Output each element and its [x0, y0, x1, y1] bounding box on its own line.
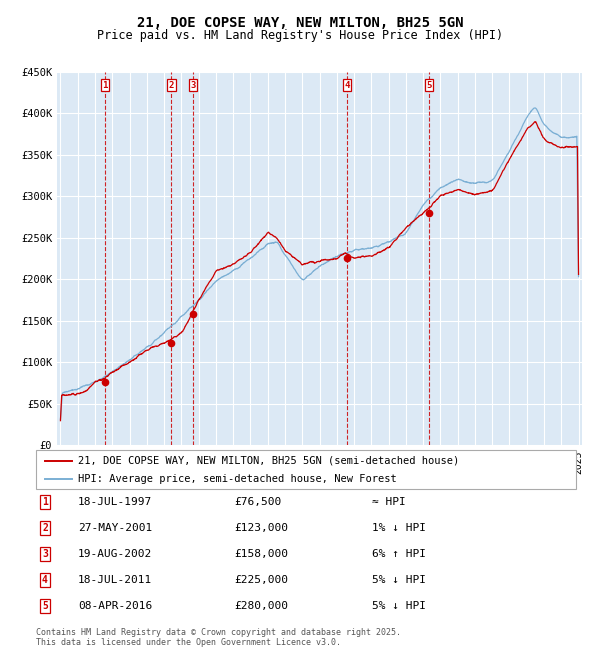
- Text: ≈ HPI: ≈ HPI: [372, 497, 406, 507]
- Text: £280,000: £280,000: [234, 601, 288, 611]
- Text: 19-AUG-2002: 19-AUG-2002: [78, 549, 152, 559]
- Text: Price paid vs. HM Land Registry's House Price Index (HPI): Price paid vs. HM Land Registry's House …: [97, 29, 503, 42]
- Text: 4: 4: [42, 575, 48, 585]
- Text: 21, DOE COPSE WAY, NEW MILTON, BH25 5GN: 21, DOE COPSE WAY, NEW MILTON, BH25 5GN: [137, 16, 463, 31]
- Text: 6% ↑ HPI: 6% ↑ HPI: [372, 549, 426, 559]
- Text: Contains HM Land Registry data © Crown copyright and database right 2025.
This d: Contains HM Land Registry data © Crown c…: [36, 628, 401, 647]
- Text: £225,000: £225,000: [234, 575, 288, 585]
- Text: 5% ↓ HPI: 5% ↓ HPI: [372, 601, 426, 611]
- Text: 08-APR-2016: 08-APR-2016: [78, 601, 152, 611]
- Text: 3: 3: [42, 549, 48, 559]
- Text: 5: 5: [42, 601, 48, 611]
- Text: HPI: Average price, semi-detached house, New Forest: HPI: Average price, semi-detached house,…: [78, 474, 397, 484]
- Text: 2: 2: [42, 523, 48, 533]
- Text: 3: 3: [190, 81, 196, 90]
- Text: 2: 2: [169, 81, 174, 90]
- Text: 1: 1: [42, 497, 48, 507]
- Text: £123,000: £123,000: [234, 523, 288, 533]
- Text: 18-JUL-1997: 18-JUL-1997: [78, 497, 152, 507]
- Text: £76,500: £76,500: [234, 497, 281, 507]
- Text: 18-JUL-2011: 18-JUL-2011: [78, 575, 152, 585]
- Text: 21, DOE COPSE WAY, NEW MILTON, BH25 5GN (semi-detached house): 21, DOE COPSE WAY, NEW MILTON, BH25 5GN …: [78, 456, 459, 465]
- Text: 5% ↓ HPI: 5% ↓ HPI: [372, 575, 426, 585]
- Text: 27-MAY-2001: 27-MAY-2001: [78, 523, 152, 533]
- Text: 1: 1: [103, 81, 108, 90]
- Text: 1% ↓ HPI: 1% ↓ HPI: [372, 523, 426, 533]
- Text: £158,000: £158,000: [234, 549, 288, 559]
- Text: 4: 4: [344, 81, 350, 90]
- Text: 5: 5: [426, 81, 431, 90]
